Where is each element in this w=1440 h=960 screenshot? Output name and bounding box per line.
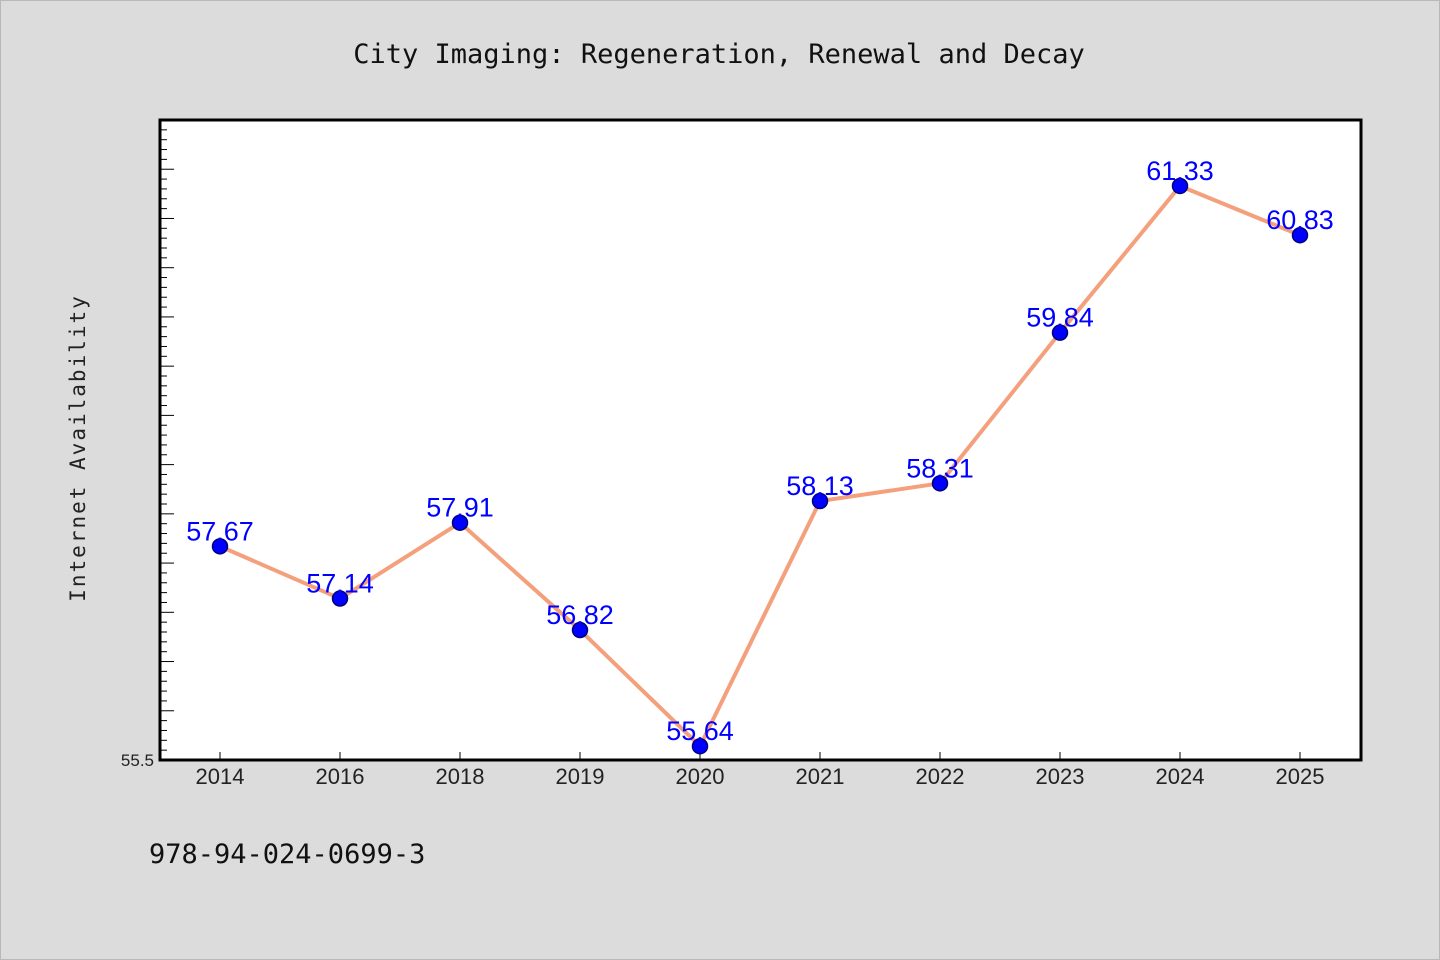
data-value-label: 60.83 xyxy=(1266,205,1334,235)
data-point-marker xyxy=(331,590,349,607)
data-point-marker xyxy=(1291,226,1309,244)
data-point-marker xyxy=(691,737,709,755)
data-point-marker xyxy=(811,492,829,510)
series-lines xyxy=(218,183,1302,749)
data-value-label: 58.31 xyxy=(906,453,974,483)
x-tick-label: 2024 xyxy=(1156,764,1205,789)
data-point-marker xyxy=(451,514,469,531)
data-point-marker xyxy=(931,475,949,492)
series-line xyxy=(218,183,1302,749)
x-tick-label: 2020 xyxy=(676,764,725,789)
data-value-label: 59.84 xyxy=(1026,303,1094,333)
data-value-label: 57.67 xyxy=(186,516,254,546)
x-tick-label: 2014 xyxy=(196,764,245,789)
x-tick-label: 2018 xyxy=(436,764,485,789)
data-point-marker xyxy=(571,621,589,639)
data-value-label: 55.64 xyxy=(666,716,734,746)
data-labels: 57.67 57.14 57.91 56.82 55.64 58.13 58.31 59.84… xyxy=(186,156,1334,746)
x-tick-label: 2021 xyxy=(796,764,845,789)
data-point-marker xyxy=(1051,324,1069,341)
data-value-label: 61.33 xyxy=(1146,156,1214,186)
data-point-marker xyxy=(211,538,229,555)
x-tick-label: 2025 xyxy=(1276,764,1325,789)
x-tick-label: 2022 xyxy=(916,764,965,789)
x-tick-label: 2016 xyxy=(316,764,365,789)
isbn-text: 978-94-024-0699-3 xyxy=(149,839,425,870)
series-markers xyxy=(211,177,1309,755)
data-value-label: 57.14 xyxy=(306,569,374,599)
x-axis-ticks: 2014 2016 2018 2019 2020 2021 2022 2023 2024 2025 xyxy=(196,752,1325,789)
data-value-label: 56.82 xyxy=(546,600,614,630)
x-tick-label: 2023 xyxy=(1036,764,1085,789)
y-axis-label: Internet Availability xyxy=(66,294,90,602)
data-value-label: 57.91 xyxy=(426,493,494,523)
y-tick-label: 55.5 xyxy=(121,751,154,770)
data-point-marker xyxy=(1171,177,1189,195)
chart-title: City Imaging: Regeneration, Renewal and … xyxy=(353,39,1085,70)
plot-area xyxy=(158,118,1363,762)
data-value-label: 58.13 xyxy=(786,471,854,501)
y-axis-ticks: 55.5 xyxy=(121,119,174,770)
x-tick-label: 2019 xyxy=(556,764,605,789)
